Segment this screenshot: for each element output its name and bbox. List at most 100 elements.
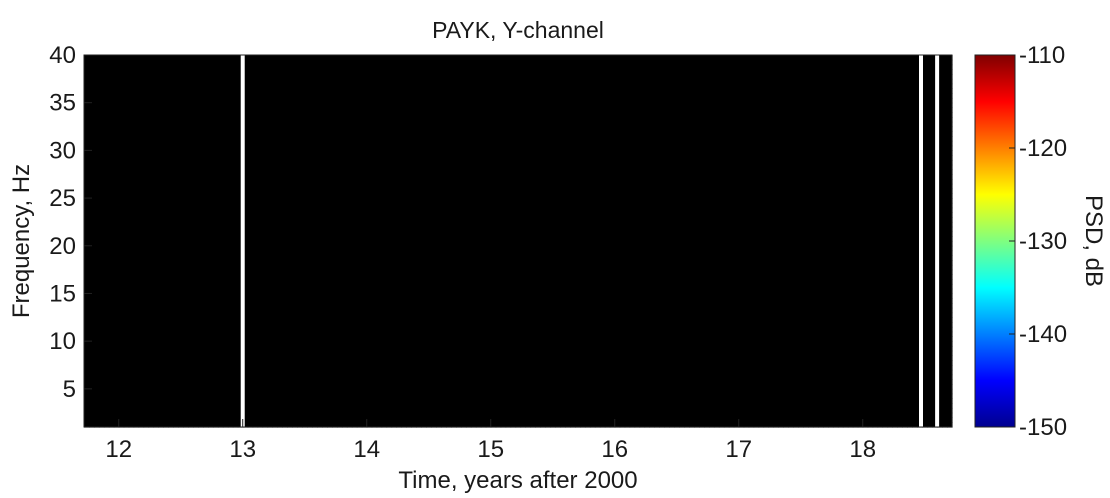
- heatmap-cell: [257, 193, 264, 199]
- heatmap-cell: [84, 398, 90, 404]
- heatmap-cell: [327, 293, 333, 299]
- heatmap-cell: [307, 55, 313, 61]
- heatmap-cell: [193, 355, 199, 361]
- heatmap-cell: [287, 140, 293, 147]
- heatmap-cell: [391, 174, 398, 180]
- heatmap-cell: [317, 307, 323, 314]
- heatmap-cell: [267, 169, 274, 175]
- heatmap-cell: [232, 183, 239, 190]
- heatmap-cell: [282, 317, 288, 323]
- heatmap-cell: [143, 174, 150, 180]
- heatmap-cell: [346, 374, 353, 380]
- heatmap-cell: [257, 169, 264, 175]
- heatmap-cell: [297, 345, 303, 352]
- heatmap-cell: [381, 250, 388, 256]
- heatmap-cell: [346, 417, 353, 423]
- heatmap-cell: [84, 159, 90, 166]
- heatmap-cell: [188, 355, 194, 361]
- heatmap-cell: [138, 331, 145, 337]
- heatmap-cell: [361, 393, 368, 399]
- heatmap-cell: [356, 393, 363, 399]
- heatmap-cell: [322, 274, 328, 280]
- heatmap-cell: [217, 78, 224, 85]
- heatmap-cell: [272, 283, 279, 290]
- heatmap-cell: [346, 188, 353, 194]
- heatmap-cell: [217, 417, 224, 423]
- heatmap-cell: [98, 260, 105, 266]
- heatmap-cell: [257, 236, 264, 242]
- heatmap-cell: [302, 260, 308, 266]
- heatmap-cell: [351, 217, 358, 223]
- heatmap-cell: [396, 355, 403, 361]
- heatmap-cell: [292, 212, 298, 218]
- heatmap-cell: [371, 93, 378, 99]
- heatmap-cell: [108, 221, 115, 228]
- heatmap-cell: [168, 102, 174, 109]
- heatmap-cell: [203, 388, 209, 395]
- heatmap-cell: [351, 202, 358, 209]
- heatmap-cell: [346, 307, 353, 314]
- heatmap-cell: [322, 355, 328, 361]
- heatmap-cell: [312, 336, 318, 342]
- heatmap-cell: [88, 59, 95, 66]
- heatmap-cell: [381, 55, 388, 61]
- heatmap-cell: [173, 150, 179, 156]
- heatmap-cell: [193, 78, 199, 85]
- heatmap-cell: [237, 393, 244, 399]
- heatmap-cell: [376, 255, 383, 261]
- heatmap-cell: [178, 217, 184, 223]
- heatmap-cell: [227, 365, 234, 371]
- heatmap-cell: [346, 131, 353, 137]
- heatmap-cell: [336, 164, 343, 171]
- heatmap-cell: [351, 365, 358, 371]
- heatmap-cell: [232, 307, 239, 314]
- heatmap-cell: [292, 350, 298, 357]
- heatmap-cell: [128, 403, 135, 409]
- heatmap-cell: [123, 274, 130, 280]
- heatmap-cell: [361, 188, 368, 194]
- heatmap-cell: [267, 374, 274, 380]
- heatmap-cell: [93, 317, 100, 323]
- heatmap-cell: [84, 164, 90, 171]
- heatmap-cell: [143, 179, 150, 185]
- heatmap-cell: [277, 241, 283, 247]
- heatmap-cell: [88, 117, 95, 123]
- heatmap-cell: [327, 417, 333, 423]
- heatmap-cell: [178, 145, 184, 151]
- heatmap-cell: [84, 336, 90, 342]
- heatmap-cell: [168, 179, 174, 185]
- heatmap-cell: [257, 407, 264, 414]
- heatmap-cell: [108, 326, 115, 333]
- heatmap-cell: [183, 217, 189, 223]
- heatmap-cell: [371, 388, 378, 395]
- heatmap-cell: [252, 169, 259, 175]
- heatmap-cell: [227, 164, 234, 171]
- heatmap-cell: [227, 112, 234, 118]
- heatmap-cell: [257, 398, 264, 404]
- heatmap-cell: [217, 136, 224, 142]
- heatmap-cell: [138, 221, 145, 228]
- heatmap-cell: [98, 374, 105, 380]
- heatmap-cell: [203, 407, 209, 414]
- heatmap-cell: [277, 384, 283, 390]
- heatmap-cell: [277, 360, 283, 366]
- heatmap-cell: [84, 279, 90, 285]
- heatmap-cell: [118, 288, 125, 295]
- heatmap-cell: [212, 183, 219, 190]
- heatmap-cell: [138, 250, 145, 256]
- heatmap-cell: [312, 174, 318, 180]
- heatmap-cell: [267, 360, 274, 366]
- heatmap-cell: [153, 97, 159, 104]
- heatmap-cell: [272, 102, 279, 109]
- heatmap-cell: [346, 159, 353, 166]
- heatmap-cell: [153, 255, 159, 261]
- heatmap-cell: [158, 112, 164, 118]
- heatmap-cell: [208, 102, 214, 109]
- heatmap-cell: [158, 121, 164, 128]
- heatmap-cell: [183, 226, 189, 233]
- heatmap-cell: [376, 74, 383, 80]
- heatmap-cell: [312, 93, 318, 99]
- heatmap-cell: [212, 407, 219, 414]
- heatmap-cell: [227, 374, 234, 380]
- heatmap-cell: [272, 407, 279, 414]
